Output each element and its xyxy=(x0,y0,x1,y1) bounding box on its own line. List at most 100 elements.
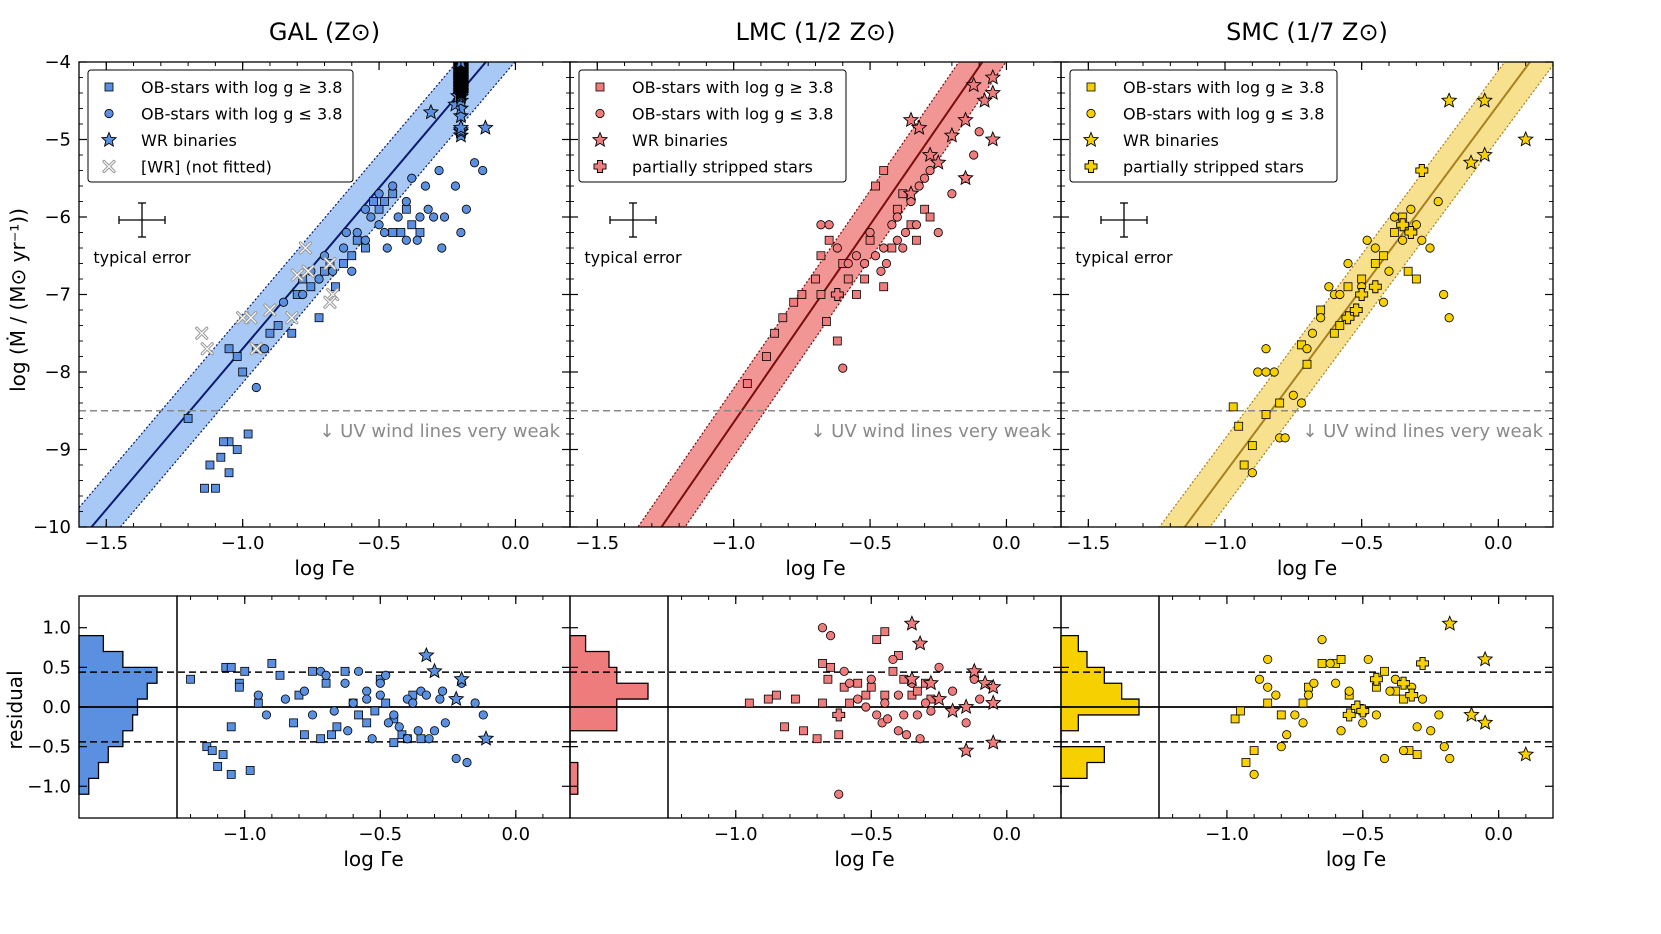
residual-point xyxy=(383,718,394,728)
residual-point xyxy=(1336,655,1346,664)
data-point xyxy=(278,297,289,307)
data-point xyxy=(401,196,411,207)
data-point xyxy=(396,228,406,237)
x-tick-label: −1.0 xyxy=(1205,824,1249,845)
residual-point xyxy=(451,753,461,764)
legend-label: OB-stars with log g ≥ 3.8 xyxy=(1123,78,1324,97)
residual-point xyxy=(213,762,223,771)
data-point xyxy=(911,220,922,230)
residual-point xyxy=(245,766,255,775)
x-tick-label: −0.5 xyxy=(848,533,892,554)
residual-point xyxy=(957,741,975,758)
data-point xyxy=(1411,220,1421,230)
residual-point xyxy=(308,666,317,676)
residual-point xyxy=(261,710,272,720)
plot-area: ↓ UV wind lines very weak xyxy=(570,62,1061,527)
x-axis-label: log Γe xyxy=(785,556,845,580)
x-axis-label: log Γe xyxy=(343,847,403,871)
data-point xyxy=(360,235,371,245)
residual-point xyxy=(362,686,372,696)
panel-gal: ↓ UV wind lines very weak −1.5 −1.0 −0.5 0.0… xyxy=(33,18,571,580)
legend-label: OB-stars with log g ≥ 3.8 xyxy=(141,78,342,97)
residual-point xyxy=(1254,674,1265,684)
residual-point xyxy=(416,734,426,744)
residual-smc: −1.0 −0.5 0.0 log Γe xyxy=(1060,595,1554,871)
residual-point xyxy=(1369,672,1383,686)
data-point xyxy=(1316,305,1326,315)
legend-marker xyxy=(595,108,605,119)
data-point xyxy=(374,189,384,199)
legend-label: WR binaries xyxy=(1123,131,1219,150)
error-label: typical error xyxy=(584,248,682,267)
data-point xyxy=(1398,235,1408,245)
data-point xyxy=(477,119,494,135)
residual-point xyxy=(1282,730,1292,740)
residual-point xyxy=(834,730,844,740)
residual-point xyxy=(402,734,412,744)
residual-point xyxy=(1417,694,1428,704)
data-point xyxy=(929,154,947,170)
residual-point xyxy=(834,789,844,799)
residual-point xyxy=(321,678,331,688)
data-point xyxy=(380,197,389,206)
residual-point xyxy=(911,634,929,651)
residual-point xyxy=(853,694,863,704)
data-point xyxy=(478,165,488,176)
data-point xyxy=(1280,433,1290,443)
data-point xyxy=(957,111,974,128)
data-point xyxy=(1462,154,1480,170)
residual-point xyxy=(1358,718,1368,728)
residual-point xyxy=(453,670,470,687)
residual-point xyxy=(880,698,890,708)
data-point xyxy=(369,197,379,206)
data-point xyxy=(1389,212,1400,222)
series-star xyxy=(1440,92,1534,170)
data-point xyxy=(388,189,398,199)
series-circle xyxy=(251,158,488,393)
data-point xyxy=(851,251,862,261)
data-point xyxy=(1302,359,1312,369)
data-point xyxy=(224,344,234,354)
residual-point xyxy=(832,708,846,722)
data-point xyxy=(965,76,982,93)
residual-histogram xyxy=(1060,634,1140,795)
residual-point xyxy=(340,678,350,688)
threshold-label: ↓ UV wind lines very weak xyxy=(810,421,1051,442)
residual-point xyxy=(426,662,443,679)
data-point xyxy=(762,352,771,361)
x-tick-label: −0.5 xyxy=(358,824,402,845)
residual-point xyxy=(381,698,391,708)
residual-point xyxy=(1445,753,1455,764)
data-point xyxy=(1425,243,1435,253)
residual-point xyxy=(1463,706,1480,722)
residual-point xyxy=(226,662,236,672)
data-point xyxy=(415,212,425,222)
data-point xyxy=(352,227,362,238)
residual-point xyxy=(354,710,363,720)
data-point xyxy=(852,290,861,299)
residual-point xyxy=(299,730,309,740)
residual-point xyxy=(1412,722,1422,732)
legend-label: OB-stars with log g ≤ 3.8 xyxy=(632,105,833,124)
data-point xyxy=(420,181,431,191)
data-point xyxy=(461,204,471,214)
residual-point xyxy=(961,718,971,728)
residual-point xyxy=(944,702,961,718)
data-point xyxy=(892,204,902,214)
residual-point xyxy=(984,678,1002,695)
plot-area: ↓ UV wind lines very weak xyxy=(79,62,570,527)
data-point xyxy=(1362,235,1372,245)
residual-points xyxy=(744,615,1002,799)
data-point xyxy=(860,274,869,284)
x-tick-label: 0.0 xyxy=(501,824,530,845)
residual-point xyxy=(353,666,364,676)
residual-point xyxy=(1416,656,1430,670)
residual-point xyxy=(872,635,882,645)
y-tick-label: −9 xyxy=(44,440,71,461)
residual-point xyxy=(186,674,195,684)
residual-point xyxy=(226,769,236,779)
residual-point xyxy=(880,690,890,700)
residual-point xyxy=(362,694,372,704)
residual-point xyxy=(394,722,404,732)
